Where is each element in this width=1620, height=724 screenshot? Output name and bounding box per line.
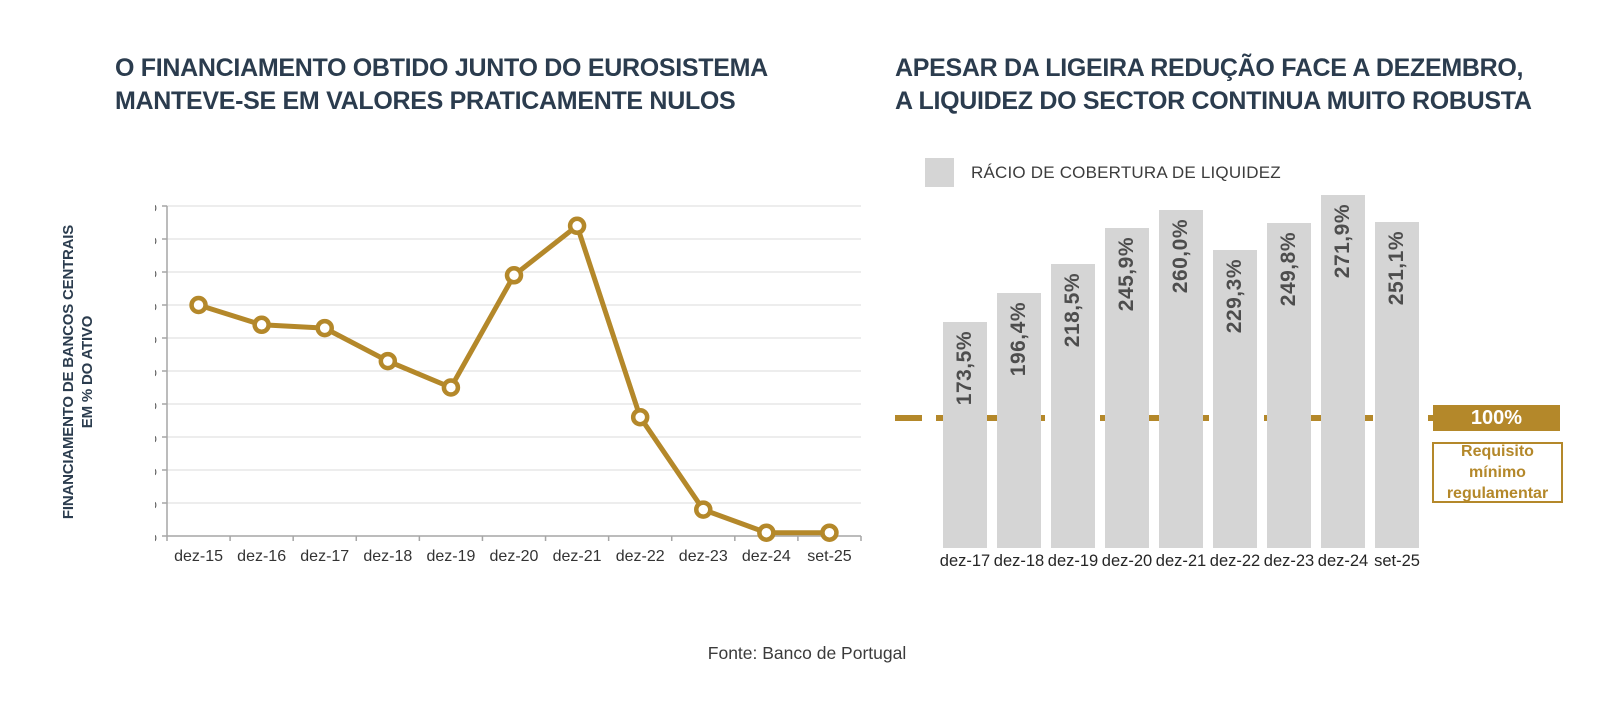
x-tick-label: dez-19 [426,548,475,565]
bar-set-25: 251,1% [1375,222,1419,548]
bar-x-label: dez-23 [1263,552,1315,570]
bar-dez-23: 249,8% [1267,223,1311,548]
bar-value-label: 229,3% [1223,259,1246,334]
bar-value-label: 260,0% [1169,219,1192,294]
bar-dez-18: 196,4% [997,293,1041,548]
reference-line-caption-line1: Requisito mínimo [1461,443,1534,481]
data-point-dez-19 [441,378,461,397]
data-point-dez-16 [252,315,271,335]
left-chart-title-line1: O FINANCIAMENTO OBTIDO JUNTO DO EUROSIST… [115,54,768,82]
left-chart-title: O FINANCIAMENTO OBTIDO JUNTO DO EUROSIST… [115,52,768,118]
bar-x-label: dez-20 [1101,552,1153,570]
data-point-dez-22 [630,407,650,427]
data-point-dez-24 [757,523,776,542]
bar-value-label: 173,5% [953,331,976,406]
y-tick-label: 7% [155,298,157,315]
y-tick-label: 2% [155,463,157,480]
liquidity-ratio-bar-chart: 173,5% 196,4% 218,5% 245,9% 260,0% 229,3% 249,… [895,195,1433,548]
bar-chart-legend: RÁCIO DE COBERTURA DE LIQUIDEZ [925,158,1281,187]
bar-value-label: 249,8% [1277,232,1300,307]
bar-value-label: 251,1% [1385,231,1408,306]
y-axis-title-line1: FINANCIAMENTO DE BANCOS CENTRAIS [60,224,77,520]
bar-value-label: 245,9% [1115,237,1138,312]
bar-chart-bars: 173,5% 196,4% 218,5% 245,9% 260,0% 229,3% 249,… [943,195,1419,548]
x-tick-label: dez-23 [679,548,728,565]
bar-x-label: dez-21 [1155,552,1207,570]
y-tick-label: 4% [155,397,157,414]
x-tick-label: dez-24 [742,548,791,565]
bar-dez-20: 245,9% [1105,228,1149,548]
y-tick-label: 1% [155,496,157,513]
legend-swatch [925,158,954,187]
bar-x-label: dez-19 [1047,552,1099,570]
legend-label: RÁCIO DE COBERTURA DE LIQUIDEZ [971,163,1281,182]
bar-value-label: 218,5% [1061,273,1084,348]
eurosystem-funding-line-chart: 0% 1% 2% 3% 4% 5% 6% 7% 8% 9% 10% dez-15 dez-16 dez-1… [125,198,867,578]
y-axis-title-line2: EM % DO ATIVO [79,315,96,429]
y-tick-label: 5% [155,364,157,381]
bar-dez-17: 173,5% [943,322,987,548]
bar-x-label: set-25 [1374,552,1420,570]
data-point-dez-15 [189,295,208,315]
right-chart-title: APESAR DA LIGEIRA REDUÇÃO FACE A DEZEMBR… [895,52,1532,118]
reference-line-badge: 100% [1433,405,1560,431]
line-chart-svg: 0% 1% 2% 3% 4% 5% 6% 7% 8% 9% 10% dez-15 dez-16 dez-1… [125,199,862,565]
bar-dez-22: 229,3% [1213,250,1257,548]
x-tick-label: dez-15 [174,548,223,565]
data-point-set-25 [820,523,839,542]
data-point-dez-17 [315,318,334,338]
reference-line-caption: Requisito mínimo regulamentar [1432,442,1563,503]
y-tick-label: 3% [155,430,157,447]
bar-chart-xlabels: dez-17 dez-18 dez-19 dez-20 dez-21 dez-22 dez-… [938,552,1424,571]
x-tick-label: set-25 [807,548,852,565]
bar-value-label: 271,9% [1331,204,1354,279]
y-tick-label: 9% [155,232,157,249]
bar-dez-21: 260,0% [1159,210,1203,548]
bar-x-label: dez-22 [1209,552,1261,570]
right-chart-title-line1: APESAR DA LIGEIRA REDUÇÃO FACE A DEZEMBR… [895,54,1524,82]
left-chart-title-line2: MANTEVE-SE EM VALORES PRATICAMENTE NULOS [115,87,736,115]
data-point-dez-23 [694,500,713,519]
right-chart-title-line2: A LIQUIDEZ DO SECTOR CONTINUA MUITO ROBU… [895,87,1532,115]
x-tick-label: dez-17 [300,548,349,565]
x-tick-label: dez-22 [616,548,665,565]
data-point-dez-18 [378,351,398,371]
x-tick-label: dez-20 [490,548,539,565]
y-axis-title: FINANCIAMENTO DE BANCOS CENTRAIS EM % DO… [59,192,101,552]
bar-x-label: dez-18 [993,552,1045,570]
x-tick-label: dez-16 [237,548,286,565]
y-tick-label: 6% [155,331,157,348]
y-tick-label: 0% [155,529,157,546]
bar-value-label: 196,4% [1007,302,1030,377]
y-tick-label: 8% [155,265,157,282]
bar-dez-24: 271,9% [1321,195,1365,548]
data-point-dez-21 [567,216,587,236]
bar-x-label: dez-17 [939,552,991,570]
data-point-dez-20 [504,266,524,285]
reference-line-caption-line2: regulamentar [1446,485,1549,502]
x-tick-label: dez-21 [553,548,602,565]
bar-x-label: dez-24 [1317,552,1369,570]
y-tick-label: 10% [155,199,157,216]
x-tick-label: dez-18 [363,548,412,565]
bar-dez-19: 218,5% [1051,264,1095,548]
source-note: Fonte: Banco de Portugal [707,643,907,663]
